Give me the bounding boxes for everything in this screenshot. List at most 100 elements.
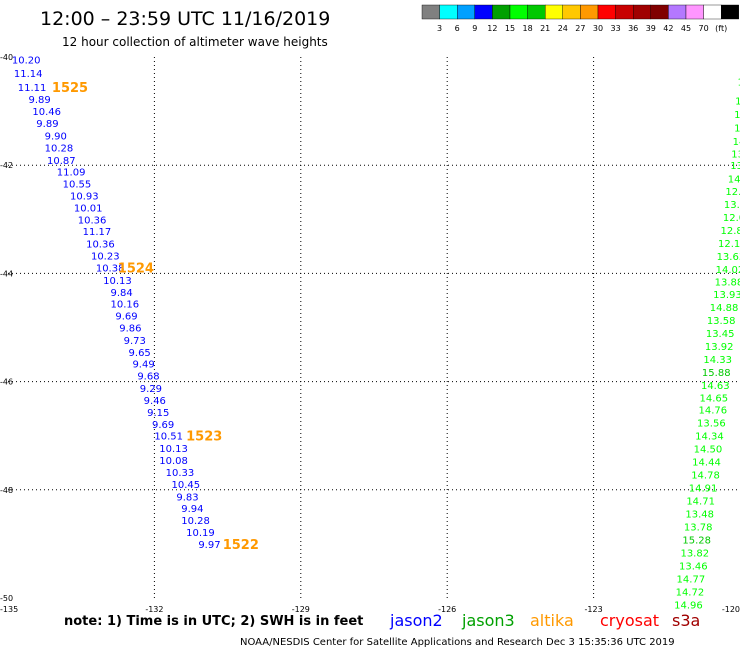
legend-swatch: [527, 4, 546, 20]
jason3-wave-height: 14.44: [692, 458, 721, 469]
satellite-s3a: s3a: [672, 611, 700, 630]
jason2-wave-height: 10.38: [96, 263, 125, 274]
jason3-wave-height: 13.45: [706, 329, 735, 340]
jason2-wave-height: 10.19: [186, 528, 215, 539]
jason3-wave-height: 14.34: [695, 432, 724, 443]
jason3-wave-height: 13: [731, 149, 740, 160]
chart-title: 12:00 – 23:59 UTC 11/16/2019: [40, 8, 330, 30]
jason3-wave-height: 13.48: [685, 510, 714, 521]
jason2-wave-height: 9.83: [176, 492, 198, 503]
legend-swatch: [421, 4, 440, 20]
time-label: 1525: [52, 81, 88, 96]
jason3-wave-height: 12.13: [718, 239, 740, 250]
satellite-jason2: jason2: [389, 611, 443, 630]
plot-area: -135 -132 -129 -126 -123 -120 -40 -42 -44 -46 -48 -…: [0, 53, 740, 614]
axis-tick-labels: -135 -132 -129 -126 -123 -120 -40 -42 -44 -46 -48 -…: [0, 53, 740, 614]
jason2-wave-height: 9.84: [110, 288, 132, 299]
legend-label: 18: [523, 24, 533, 33]
legend-label: 21: [540, 24, 550, 33]
legend-label: 36: [628, 24, 638, 33]
jason2-wave-height: 9.69: [115, 312, 137, 323]
credit-line: NOAA/NESDIS Center for Satellite Applica…: [240, 637, 675, 648]
legend-label: 42: [663, 24, 673, 33]
x-tick-label: -132: [145, 605, 163, 614]
jason3-wave-height: 14.77: [677, 575, 706, 586]
jason2-wave-height: 10.45: [171, 480, 200, 491]
jason3-wave-height: 13: [735, 96, 740, 107]
jason2-wave-height: 9.29: [140, 384, 162, 395]
jason2-wave-height: 9.94: [181, 504, 203, 515]
legend-swatch: [721, 4, 740, 20]
legend-label: (ft): [715, 24, 727, 33]
jason2-wave-height: 9.90: [45, 131, 67, 142]
satellite-legend: jason2 jason3 altika cryosat s3a: [389, 611, 700, 630]
jason3-wave-height: 13.93: [713, 290, 740, 301]
jason2-wave-height: 9.86: [119, 324, 141, 335]
legend-swatch: [615, 4, 634, 20]
legend-swatch: [650, 4, 669, 20]
legend-label: 24: [558, 24, 568, 33]
jason2-wave-height: 9.15: [147, 408, 169, 419]
jason3-wave-height: 14: [734, 123, 740, 134]
time-label: 1522: [223, 538, 259, 553]
jason2-wave-height: 10.55: [63, 180, 92, 191]
legend-swatch: [457, 4, 476, 20]
legend-label: 33: [611, 24, 621, 33]
y-tick-label: -50: [0, 594, 13, 603]
y-tick-label: -48: [0, 486, 13, 495]
jason2-wave-height: 10.36: [86, 240, 115, 251]
jason2-wave-height: 9.68: [137, 372, 159, 383]
jason2-wave-height: 11.17: [83, 227, 112, 238]
jason2-wave-height: 10.13: [159, 444, 188, 455]
jason2-wave-height: 10.01: [74, 203, 103, 214]
jason3-wave-height: 14.50: [694, 445, 723, 456]
jason3-wave-height: 13: [734, 110, 740, 121]
jason3-wave-height: 14.63: [701, 381, 730, 392]
legend-label: 15: [505, 24, 515, 33]
legend-label: 3: [437, 24, 442, 33]
jason3-wave-height: 13.46: [679, 562, 708, 573]
jason2-wave-height: 10.28: [181, 516, 210, 527]
jason2-wave-height: 10.46: [32, 107, 61, 118]
jason3-wave-height: 12.0: [723, 213, 740, 224]
jason3-wave-height: 14.9: [728, 175, 740, 186]
jason2-wave-height: 9.73: [124, 336, 146, 347]
y-tick-label: -46: [0, 378, 13, 387]
jason3-wave-height: 14.71: [686, 497, 715, 508]
jason3-wave-height: 14.72: [676, 588, 705, 599]
jason2-wave-height: 10.08: [159, 456, 188, 467]
jason2-wave-height: 9.69: [152, 420, 174, 431]
footnote: note: 1) Time is in UTC; 2) SWH is in fe…: [64, 614, 363, 629]
legend-swatch: [474, 4, 493, 20]
jason2-wave-height: 10.20: [12, 56, 41, 67]
jason2-wave-height: 9.49: [132, 360, 154, 371]
jason2-wave-height: 9.89: [36, 119, 58, 130]
jason3-wave-height: 12.8: [725, 187, 740, 198]
jason2-wave-height: 9.89: [28, 95, 50, 106]
jason2-wave-height: 10.87: [47, 156, 76, 167]
grid-lines: [8, 57, 740, 598]
jason2-wave-height: 10.23: [91, 252, 120, 263]
jason2-wave-height: 10.16: [110, 300, 139, 311]
jason2-wave-height: 9.46: [144, 396, 166, 407]
legend-label: 27: [575, 24, 585, 33]
jason3-wave-height: 13.88: [715, 278, 740, 289]
jason2-wave-height: 9.97: [198, 540, 220, 551]
jason2-wave-height: 9.65: [129, 348, 151, 359]
jason3-wave-height: 14.33: [703, 355, 732, 366]
legend-label: 70: [699, 24, 709, 33]
satellite-jason3: jason3: [461, 611, 515, 630]
jason3-wave-height: 14: [738, 77, 740, 88]
jason3-wave-height: 15.28: [682, 536, 711, 547]
x-tick-label: -126: [438, 605, 456, 614]
jason3-wave-height: 14: [733, 137, 740, 148]
y-tick-label: -40: [0, 53, 13, 62]
jason3-wave-height: 14.91: [689, 484, 718, 495]
jason2-wave-height: 10.28: [45, 143, 74, 154]
jason3-wave-height: 13.58: [707, 316, 736, 327]
jason3-wave-height: 14.88: [710, 303, 739, 314]
time-label: 1523: [186, 430, 222, 445]
x-tick-label: -120: [722, 605, 740, 614]
jason3-wave-height: 12.80: [720, 226, 740, 237]
x-tick-label: -123: [585, 605, 603, 614]
